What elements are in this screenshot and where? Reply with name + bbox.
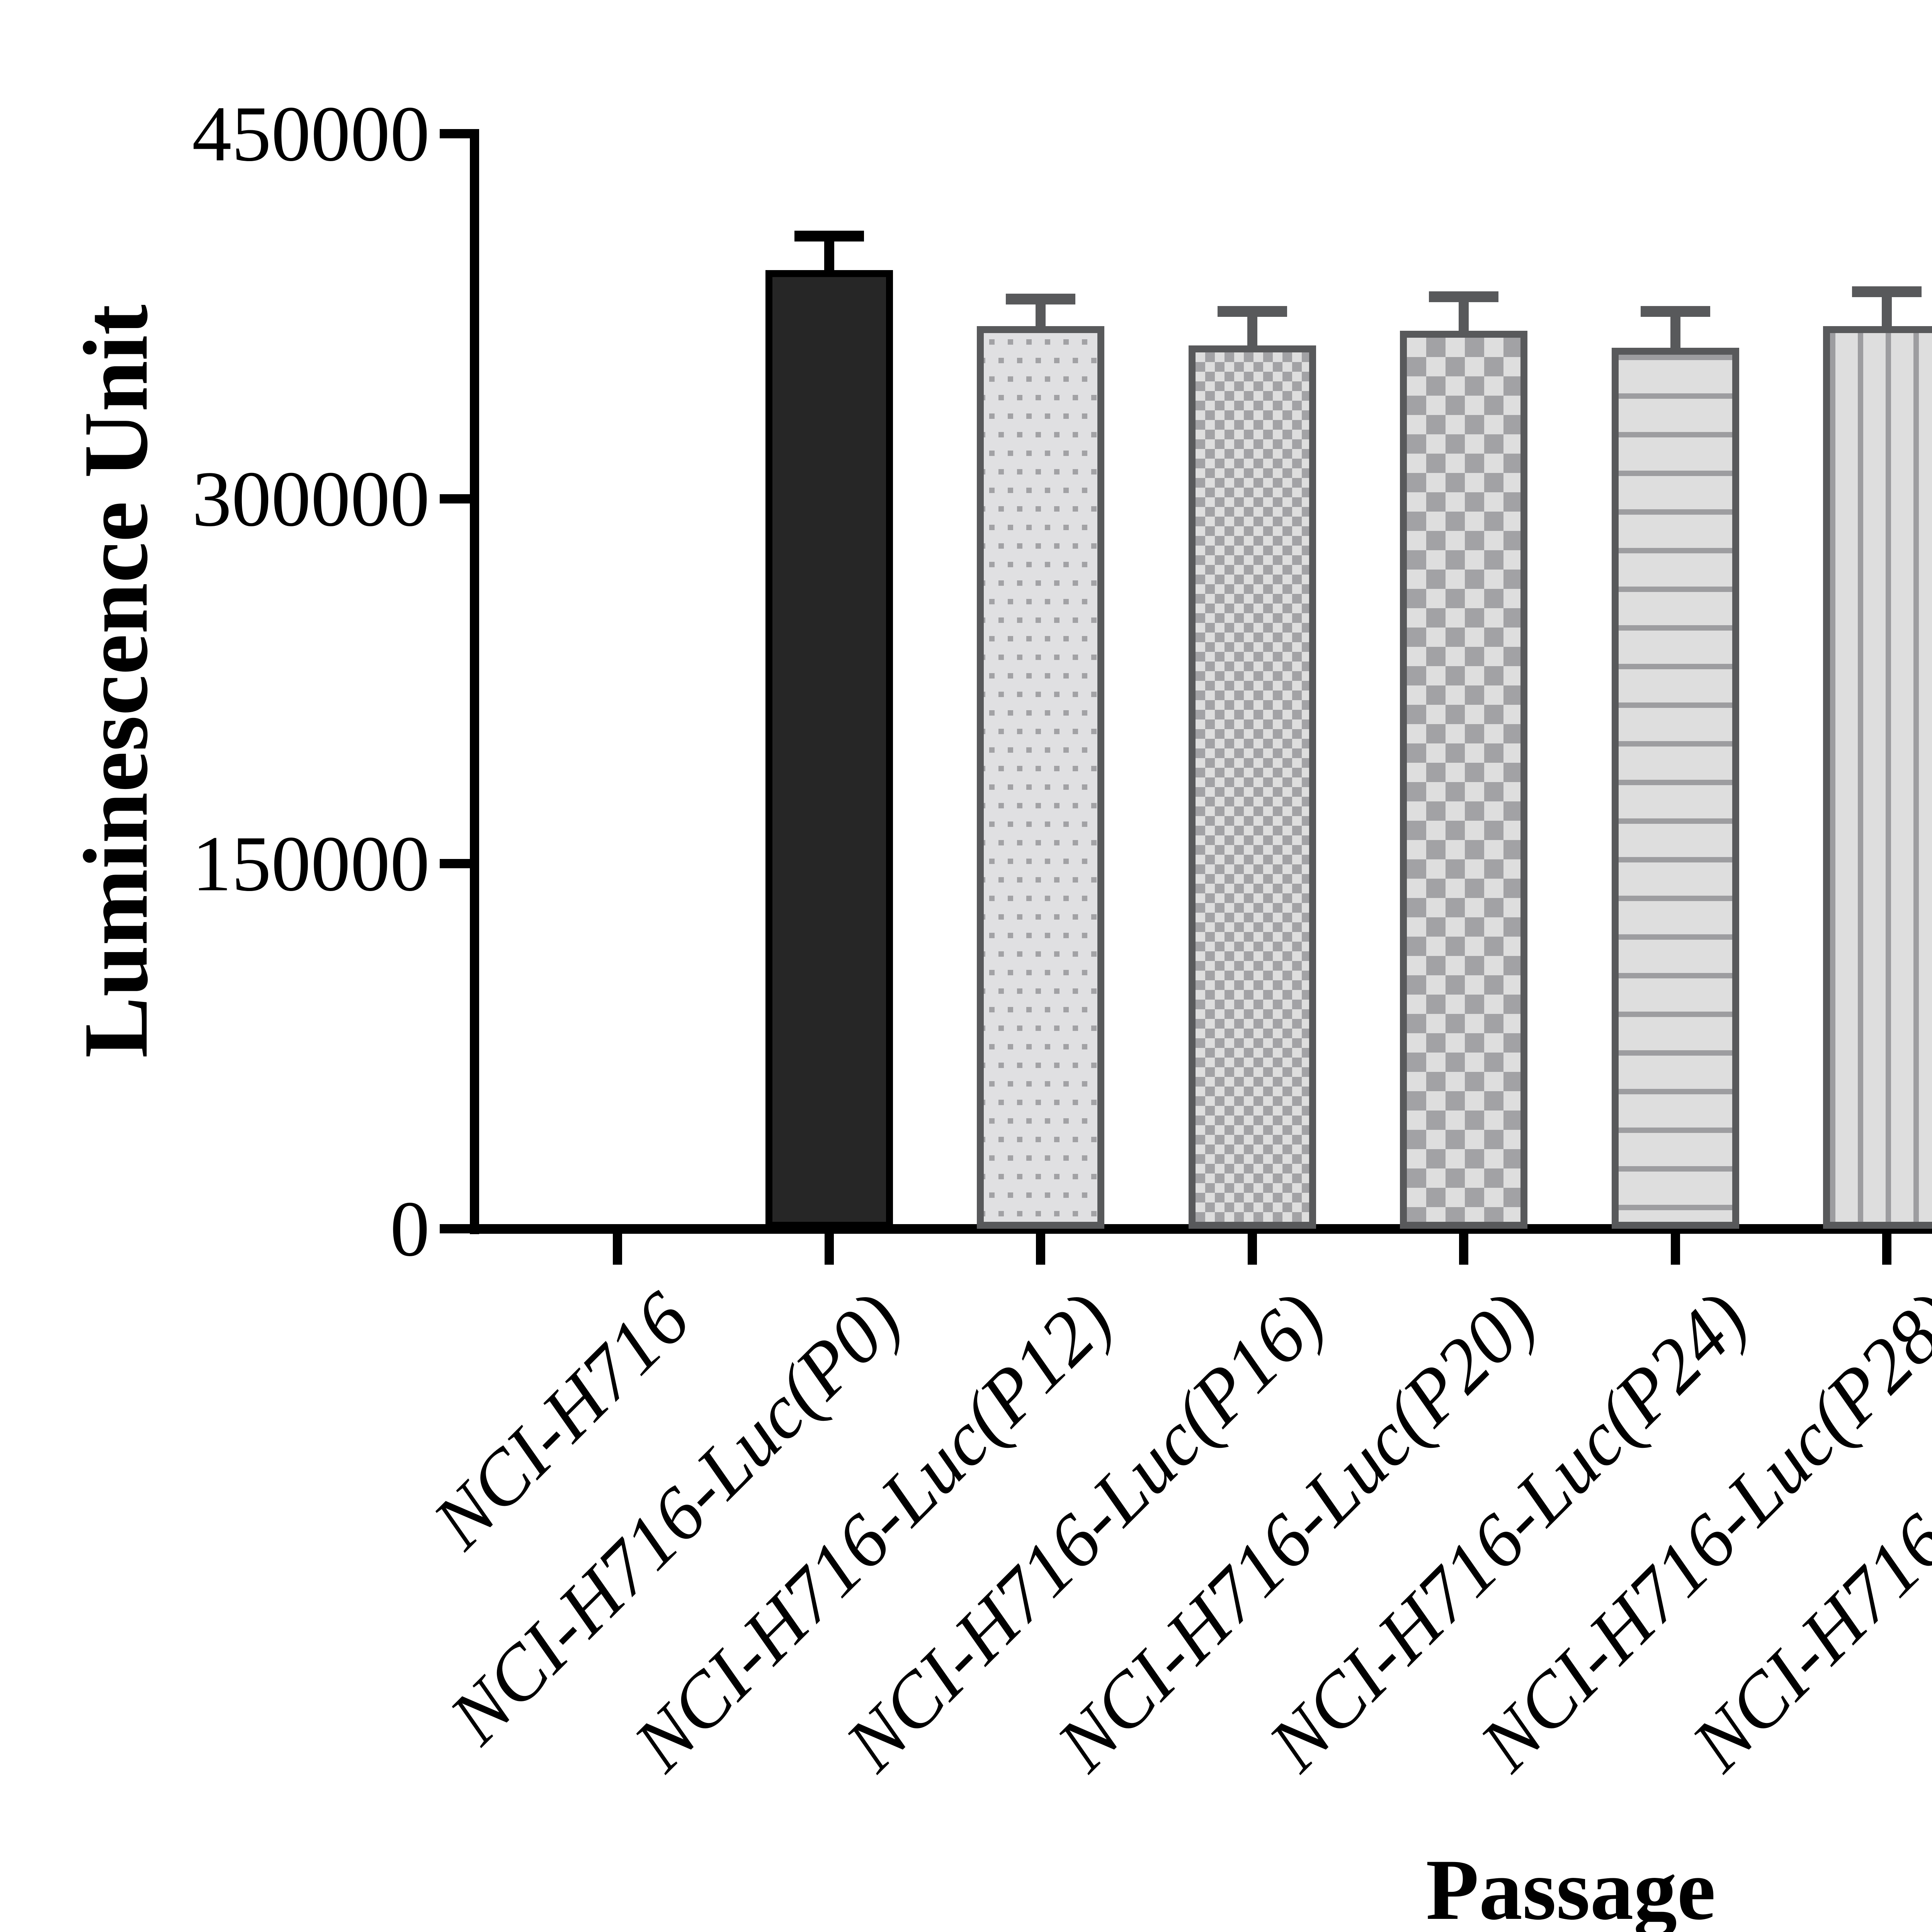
x-axis-title: Passage bbox=[1426, 1841, 1716, 1932]
y-tick bbox=[440, 859, 470, 869]
error-bar-cap bbox=[1006, 294, 1075, 305]
bar bbox=[1400, 331, 1527, 1229]
error-bar-cap bbox=[794, 230, 864, 242]
x-tick bbox=[1247, 1234, 1257, 1265]
error-bar-cap bbox=[1640, 306, 1710, 317]
x-tick bbox=[613, 1234, 622, 1265]
bar bbox=[765, 270, 893, 1229]
x-tick bbox=[1882, 1234, 1891, 1265]
y-tick-label: 0 bbox=[390, 1185, 430, 1273]
x-tick bbox=[1036, 1234, 1045, 1265]
y-tick-label: 450000 bbox=[192, 90, 430, 178]
y-tick bbox=[440, 129, 470, 138]
x-tick bbox=[824, 1234, 834, 1265]
bar bbox=[977, 326, 1104, 1229]
error-bar-cap bbox=[1429, 291, 1498, 302]
y-tick-label: 300000 bbox=[192, 455, 430, 543]
y-tick bbox=[440, 1224, 470, 1233]
y-tick bbox=[440, 494, 470, 503]
y-tick-label: 150000 bbox=[192, 820, 430, 908]
y-axis-line bbox=[470, 129, 479, 1234]
error-bar-cap bbox=[1852, 286, 1922, 298]
error-bar-cap bbox=[1217, 306, 1287, 317]
y-axis-title: Luminescence Unit bbox=[65, 304, 167, 1058]
bar bbox=[1611, 348, 1739, 1229]
bar bbox=[1823, 326, 1932, 1229]
x-tick bbox=[1459, 1234, 1468, 1265]
bar bbox=[1188, 345, 1316, 1229]
x-tick bbox=[1670, 1234, 1680, 1265]
